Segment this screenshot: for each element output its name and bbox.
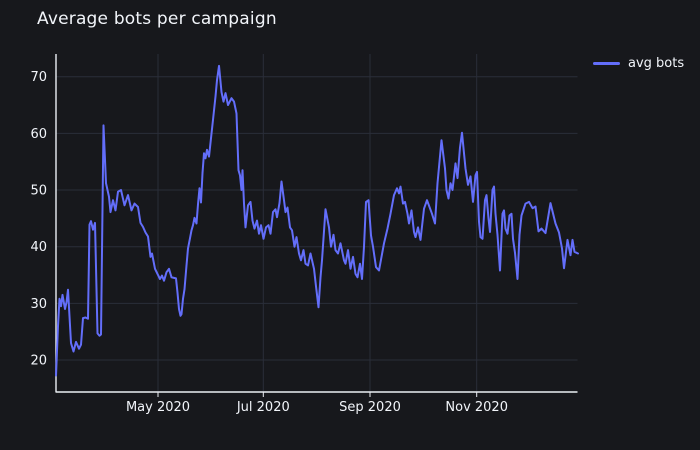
y-tick-label: 70 bbox=[30, 70, 47, 85]
y-tick-label: 50 bbox=[30, 184, 47, 199]
legend-item-avg-bots[interactable]: avg bots bbox=[593, 56, 684, 71]
x-tick-label: Sep 2020 bbox=[339, 400, 401, 415]
legend-label: avg bots bbox=[628, 56, 685, 71]
chart-title: Average bots per campaign bbox=[37, 9, 277, 29]
y-tick-label: 20 bbox=[30, 354, 47, 369]
legend-line-swatch-icon bbox=[593, 62, 620, 65]
x-tick-label: Jul 2020 bbox=[236, 400, 290, 415]
x-tick-label: Nov 2020 bbox=[445, 400, 508, 415]
y-tick-label: 40 bbox=[30, 240, 47, 255]
y-tick-label: 30 bbox=[30, 297, 47, 312]
y-tick-label: 60 bbox=[30, 127, 47, 142]
x-tick-label: May 2020 bbox=[126, 400, 190, 415]
series-line-avg-bots[interactable] bbox=[55, 64, 579, 377]
